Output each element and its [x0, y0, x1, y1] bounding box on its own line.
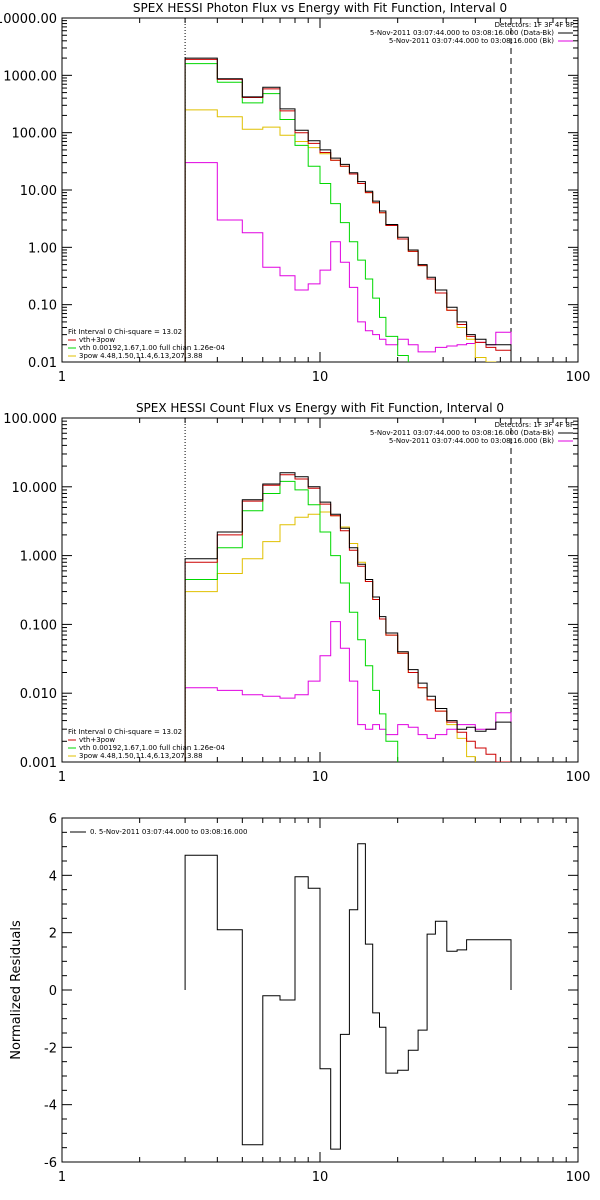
series-bk: [184, 162, 512, 362]
series-0-5-nov-2011-03-07-44-000-to-03-08-16-000: [184, 843, 512, 1150]
y-tick-label: 100.00: [12, 127, 58, 142]
chart-title: SPEX HESSI Photon Flux vs Energy with Fi…: [133, 1, 507, 15]
y-tick-label: -2: [44, 1041, 57, 1056]
x-tick-label: 10: [312, 1170, 329, 1185]
y-tick-label: 10.00: [20, 184, 57, 199]
plot-frame: [61, 417, 579, 763]
series-3pow: [184, 109, 512, 362]
legend-entry: 5-Nov-2011 03:07:44.000 to 03:08:16.000 …: [389, 37, 554, 45]
y-tick-label: 0.01: [28, 356, 57, 371]
series-data-bk: [184, 472, 512, 762]
series-data-bk: [184, 57, 512, 362]
y-tick-label: 1.000: [20, 550, 57, 565]
fit-legend-entry: vth 0.00192,1.67,1.00 full chian 1.26e-0…: [79, 344, 225, 352]
y-tick-label: 100.000: [3, 412, 57, 427]
detectors-label: Detectors: 1F 3F 4F 8F: [495, 421, 574, 429]
chart-title: SPEX HESSI Count Flux vs Energy with Fit…: [136, 401, 504, 415]
x-tick-label: 1: [58, 370, 66, 385]
y-tick-label: 0.001: [20, 756, 57, 771]
panel-count: SPEX HESSI Count Flux vs Energy with Fit…: [3, 401, 591, 785]
panel-residuals: 1 10 100 6 4 2 0 -2 -4 -6 Normalized Residuals 0. 5…: [9, 812, 590, 1185]
series-bk: [184, 621, 512, 762]
plot-frame: [61, 17, 579, 363]
y-tick-label: 10.000: [12, 481, 58, 496]
x-tick-label: 100: [566, 1170, 591, 1185]
x-tick-label: 100: [566, 770, 591, 785]
x-tick-label: 100: [566, 370, 591, 385]
y-tick-label: -4: [44, 1099, 57, 1114]
x-tick-label: 1: [58, 1170, 66, 1185]
fit-legend-entry: vth+3pow: [79, 336, 115, 344]
y-tick-label: 2: [49, 927, 57, 942]
y-tick-label: 0.10: [28, 299, 57, 314]
y-tick-label: 1.00: [28, 241, 57, 256]
y-tick-label: 6: [49, 812, 57, 827]
fit-legend-entry: Fit Interval 0 Chi-square = 13.02: [68, 728, 182, 736]
series-3pow: [184, 511, 512, 762]
y-tick-label: 4: [49, 869, 57, 884]
legend-entry: 5-Nov-2011 03:07:44.000 to 03:08:16.000 …: [370, 29, 554, 37]
y-tick-label: 0.100: [20, 618, 57, 633]
x-tick-label: 10: [312, 770, 329, 785]
series-vth-3pow: [184, 58, 512, 362]
y-axis-label: Normalized Residuals: [9, 920, 24, 1060]
fit-legend-entry: 3pow 4.48,1.50,11.4,6.13,207,3.88: [79, 352, 203, 360]
series-vth: [184, 63, 512, 362]
panel-photon: SPEX HESSI Photon Flux vs Energy with Fi…: [0, 1, 591, 385]
fit-legend-entry: 3pow 4.48,1.50,11.4,6.13,207,3.88: [79, 752, 203, 760]
y-tick-label: 0.010: [20, 687, 57, 702]
y-tick-label: 10000.00: [0, 12, 57, 27]
legend-entry: 5-Nov-2011 03:07:44.000 to 03:08:16.000 …: [370, 429, 554, 437]
fit-legend-entry: vth 0.00192,1.67,1.00 full chian 1.26e-0…: [79, 744, 225, 752]
x-tick-label: 10: [312, 370, 329, 385]
series-vth-3pow: [184, 474, 511, 762]
x-tick-label: 1: [58, 770, 66, 785]
detectors-label: Detectors: 1F 3F 4F 8F: [495, 21, 574, 29]
y-tick-label: 0: [49, 984, 57, 999]
fit-legend-entry: Fit Interval 0 Chi-square = 13.02: [68, 328, 182, 336]
series-vth: [184, 480, 512, 762]
legend-entry: 5-Nov-2011 03:07:44.000 to 03:08:16.000 …: [389, 437, 554, 445]
y-tick-label: 1000.00: [3, 69, 57, 84]
legend-entry: 0. 5-Nov-2011 03:07:44.000 to 03:08:16.0…: [90, 828, 247, 836]
fit-legend-entry: vth+3pow: [79, 736, 115, 744]
y-tick-label: -6: [44, 1156, 57, 1171]
